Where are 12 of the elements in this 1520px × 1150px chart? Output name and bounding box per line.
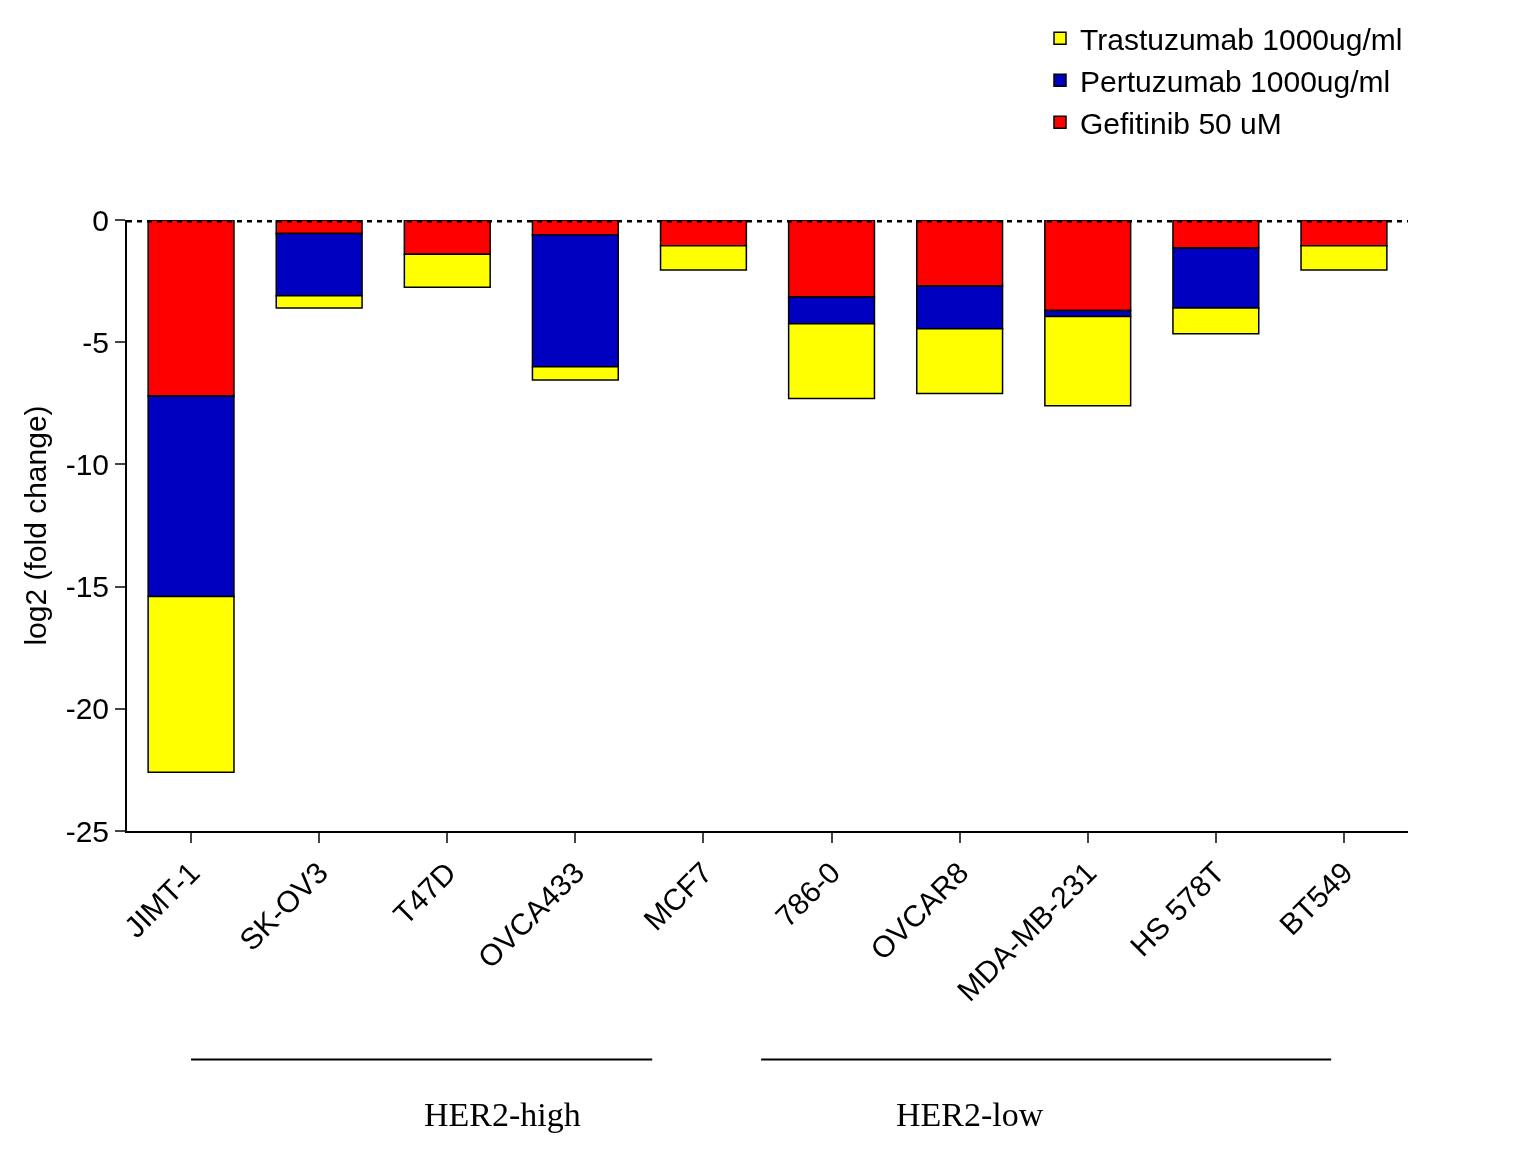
text: HER2-low [896,1096,1044,1133]
y-tick-label: -10 [65,447,109,481]
y-axis-title: log2 (fold change) [19,405,53,646]
y-tick-label: 0 [92,203,109,237]
y-tick-label: -5 [82,325,109,359]
text: HER2-high [424,1096,581,1133]
legend-label: Pertuzumab 1000ug/ml [1080,64,1391,98]
y-tick-label: -25 [65,814,109,848]
y-tick-label: -20 [65,692,109,726]
y-tick-label: -15 [65,570,109,604]
legend-label: Trastuzumab 1000ug/ml [1080,22,1403,56]
legend-label: Gefitinib 50 uM [1080,106,1282,140]
